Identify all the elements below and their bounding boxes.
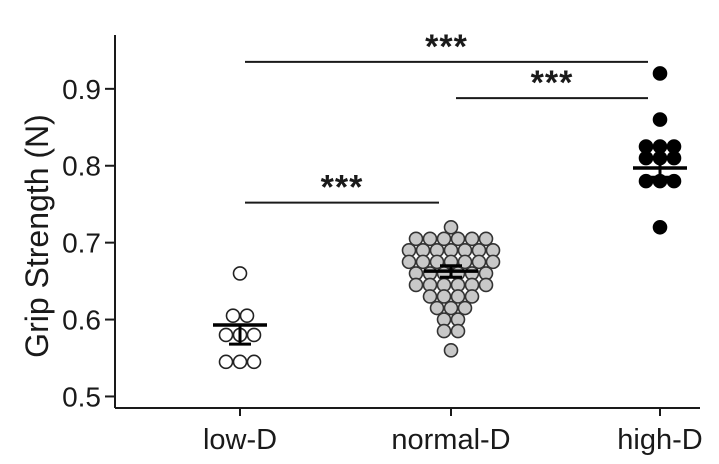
data-point <box>443 343 459 358</box>
y-ticks: 0.5 0.6 0.7 0.8 0.9 <box>62 74 115 412</box>
significance-brackets: *** *** *** <box>245 28 648 207</box>
significance-label: *** <box>425 28 468 66</box>
data-point <box>408 277 424 293</box>
data-point <box>422 289 438 304</box>
data-point <box>429 300 445 316</box>
data-point <box>232 266 248 281</box>
axes <box>114 35 700 409</box>
data-point <box>436 231 452 247</box>
data-point <box>450 231 466 247</box>
data-point <box>471 254 487 270</box>
data-point <box>443 300 459 316</box>
data-point <box>246 327 262 343</box>
data-point <box>457 300 473 316</box>
data-point <box>436 289 452 304</box>
y-tick-label: 0.8 <box>62 151 101 182</box>
y-tick-label: 0.9 <box>62 74 101 105</box>
data-point <box>478 231 494 247</box>
data-point <box>225 308 241 324</box>
data-points <box>218 66 682 370</box>
mean-error-bars <box>213 156 687 346</box>
data-point <box>464 289 480 304</box>
x-category-label: high-D <box>617 424 702 456</box>
y-tick-label: 0.7 <box>62 228 101 259</box>
data-point <box>443 219 459 235</box>
data-point <box>218 354 234 370</box>
data-point <box>246 354 262 370</box>
data-point <box>485 254 501 270</box>
x-category-label: normal-D <box>391 424 510 456</box>
data-point <box>239 308 255 324</box>
data-point <box>218 327 234 343</box>
data-point <box>652 112 668 127</box>
data-point <box>450 289 466 304</box>
y-axis-title: Grip Strength (N) <box>19 114 55 358</box>
y-tick-label: 0.5 <box>62 381 101 412</box>
x-category-label: low-D <box>203 424 277 456</box>
data-point <box>652 66 668 81</box>
data-point <box>422 231 438 247</box>
data-point <box>436 323 452 339</box>
significance-label: *** <box>531 64 574 102</box>
data-point <box>232 354 248 370</box>
data-point <box>464 231 480 247</box>
y-tick-label: 0.6 <box>62 305 101 336</box>
significance-label: *** <box>321 169 364 207</box>
data-point <box>652 219 668 235</box>
x-ticks: low-D normal-D high-D <box>203 408 703 456</box>
data-point <box>478 277 494 293</box>
data-point <box>450 323 466 339</box>
data-point <box>401 254 417 270</box>
data-point <box>408 231 424 247</box>
data-point <box>415 254 431 270</box>
